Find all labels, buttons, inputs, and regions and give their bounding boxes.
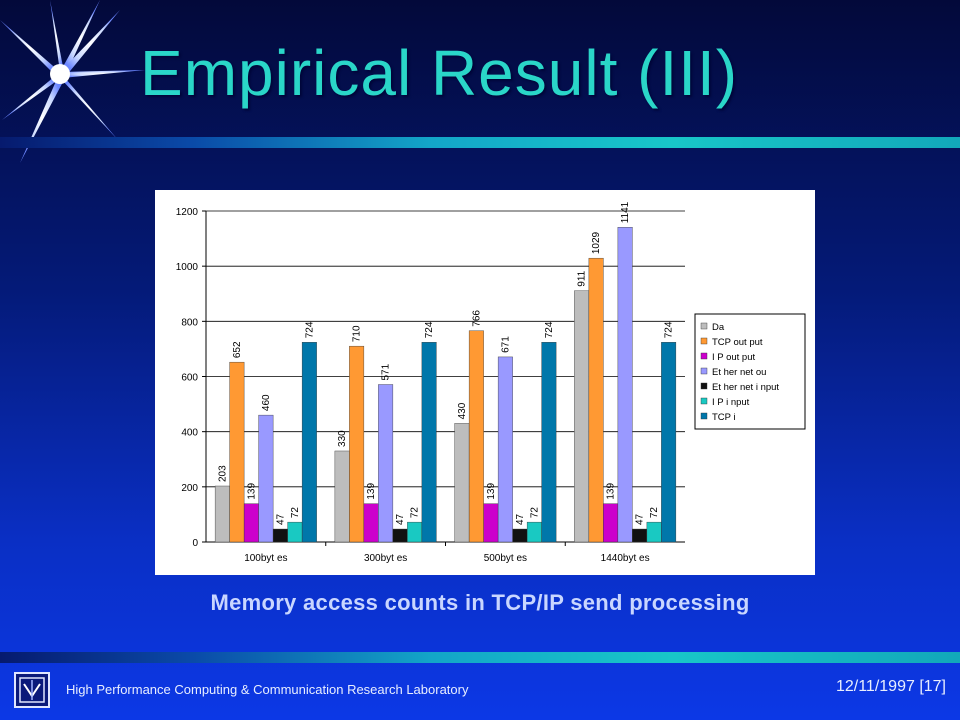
bar	[483, 503, 499, 543]
bar	[632, 528, 648, 543]
legend-label: Da	[712, 322, 725, 333]
data-label: 330	[337, 430, 348, 447]
data-label: 72	[649, 507, 660, 519]
legend-box	[694, 313, 806, 430]
bar	[287, 521, 303, 543]
data-label: 460	[261, 394, 272, 411]
lab-logo-icon	[14, 672, 50, 708]
data-label: 671	[500, 336, 511, 353]
x-tick-label: 500byt es	[484, 553, 527, 564]
bar	[574, 290, 590, 543]
bar	[229, 361, 245, 543]
y-tick-label: 0	[192, 538, 198, 549]
legend-label: TCP out put	[712, 337, 763, 348]
bar	[272, 528, 288, 543]
footer-date-text: 12/11/1997	[835, 678, 915, 695]
bar	[363, 503, 379, 543]
y-tick-label: 600	[181, 373, 198, 384]
legend-label: I P i nput	[712, 397, 750, 408]
y-tick-label: 1000	[176, 262, 199, 273]
data-label: 139	[486, 483, 497, 500]
bar	[661, 342, 677, 543]
bar	[617, 227, 633, 543]
bar	[378, 384, 394, 543]
y-tick-label: 1200	[176, 207, 199, 218]
data-label: 72	[410, 507, 421, 519]
data-label: 139	[606, 483, 617, 500]
data-label: 571	[381, 363, 392, 380]
y-tick-label: 200	[181, 483, 198, 494]
data-label: 724	[304, 321, 315, 338]
bar	[526, 521, 542, 543]
bar	[258, 414, 274, 543]
x-tick-label: 1440byt es	[601, 553, 650, 564]
data-label: 724	[664, 321, 675, 338]
bar	[468, 330, 484, 543]
data-label: 430	[457, 402, 468, 419]
bar	[243, 503, 259, 543]
bar	[454, 423, 470, 543]
footer-date: 12/11/1997 [17]	[836, 678, 946, 696]
legend-label: Et her net i nput	[712, 382, 779, 393]
bar	[541, 342, 557, 543]
data-label: 47	[515, 513, 526, 525]
data-label: 47	[395, 513, 406, 525]
bar	[421, 342, 437, 543]
legend-swatch	[700, 382, 708, 390]
slide-title: Empirical Result (III)	[140, 37, 739, 109]
data-label: 47	[275, 513, 286, 525]
bar-chart: 0 200 400 600 800 1000 1200 100byt es 203 652 139 4…	[155, 190, 815, 575]
data-label: 652	[232, 341, 243, 358]
bar	[646, 521, 662, 543]
data-label: 72	[529, 507, 540, 519]
data-label: 724	[424, 321, 435, 338]
starburst-icon	[0, 0, 145, 163]
legend-swatch	[700, 352, 708, 360]
data-label: 724	[544, 321, 555, 338]
data-label: 72	[290, 507, 301, 519]
legend-label: TCP i	[712, 412, 736, 423]
data-label: 1029	[591, 231, 602, 254]
bar	[603, 503, 619, 543]
legend-swatch	[700, 322, 708, 330]
top-divider	[0, 137, 960, 148]
chart-caption: Memory access counts in TCP/IP send proc…	[210, 590, 750, 615]
chart-svg: 0 200 400 600 800 1000 1200 100byt es 203 652 139 4…	[176, 201, 806, 564]
bar	[407, 521, 423, 543]
footer-lab-name: High Performance Computing & Communicati…	[66, 682, 469, 697]
x-tick-label: 300byt es	[364, 553, 407, 564]
bar	[588, 257, 604, 543]
y-tick-label: 800	[181, 317, 198, 328]
legend-swatch	[700, 397, 708, 405]
data-label: 766	[471, 310, 482, 327]
legend-label: I P out put	[712, 352, 755, 363]
data-label: 47	[635, 513, 646, 525]
legend-swatch	[700, 412, 708, 420]
x-tick-label: 100byt es	[244, 553, 287, 564]
data-label: 911	[577, 270, 588, 286]
data-label: 139	[246, 483, 257, 500]
legend-swatch	[700, 367, 708, 375]
bar	[392, 528, 408, 543]
legend-label: Et her net ou	[712, 367, 766, 378]
data-label: 139	[366, 483, 377, 500]
page-number: [17]	[919, 678, 946, 695]
bottom-divider	[0, 652, 960, 663]
bar	[497, 356, 513, 543]
bar	[214, 485, 230, 543]
bar	[334, 450, 350, 543]
bar	[349, 345, 365, 543]
legend-swatch	[700, 337, 708, 345]
data-label: 203	[217, 465, 228, 482]
bar	[301, 342, 317, 543]
data-label: 710	[352, 325, 363, 342]
y-tick-label: 400	[181, 428, 198, 439]
data-label: 1141	[620, 201, 631, 223]
bar	[512, 528, 528, 543]
